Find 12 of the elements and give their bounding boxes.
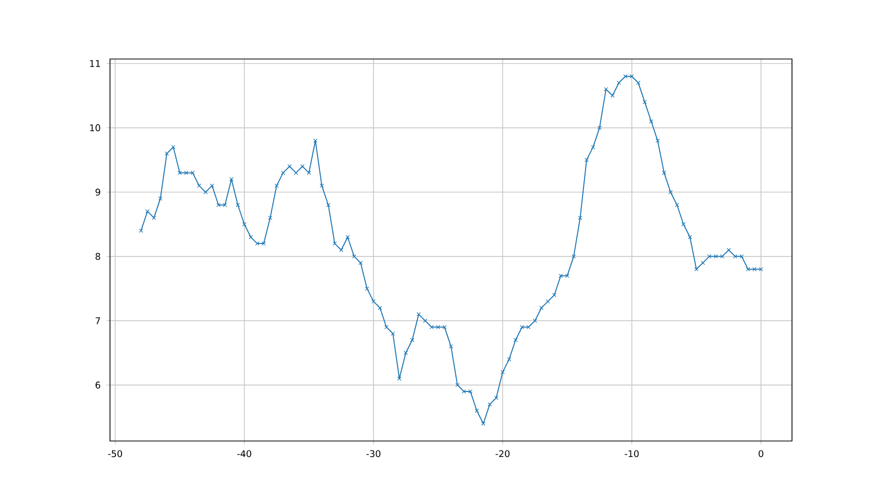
y-tick-label: 9 [96, 188, 100, 196]
x-tick-label: -10 [624, 450, 639, 458]
y-tick-label: 11 [90, 60, 100, 67]
x-tick-label: -20 [496, 450, 510, 458]
x-tick-label: 0 [758, 450, 764, 458]
y-tick-label: 7 [96, 317, 100, 324]
x-tick-label: -30 [366, 450, 380, 458]
x-tick-label: -50 [108, 450, 122, 458]
x-tick-label: -40 [237, 450, 252, 458]
y-tick-label: 6 [96, 382, 100, 389]
y-tick-label: 8 [96, 252, 100, 260]
y-tick-label: 10 [90, 124, 100, 132]
